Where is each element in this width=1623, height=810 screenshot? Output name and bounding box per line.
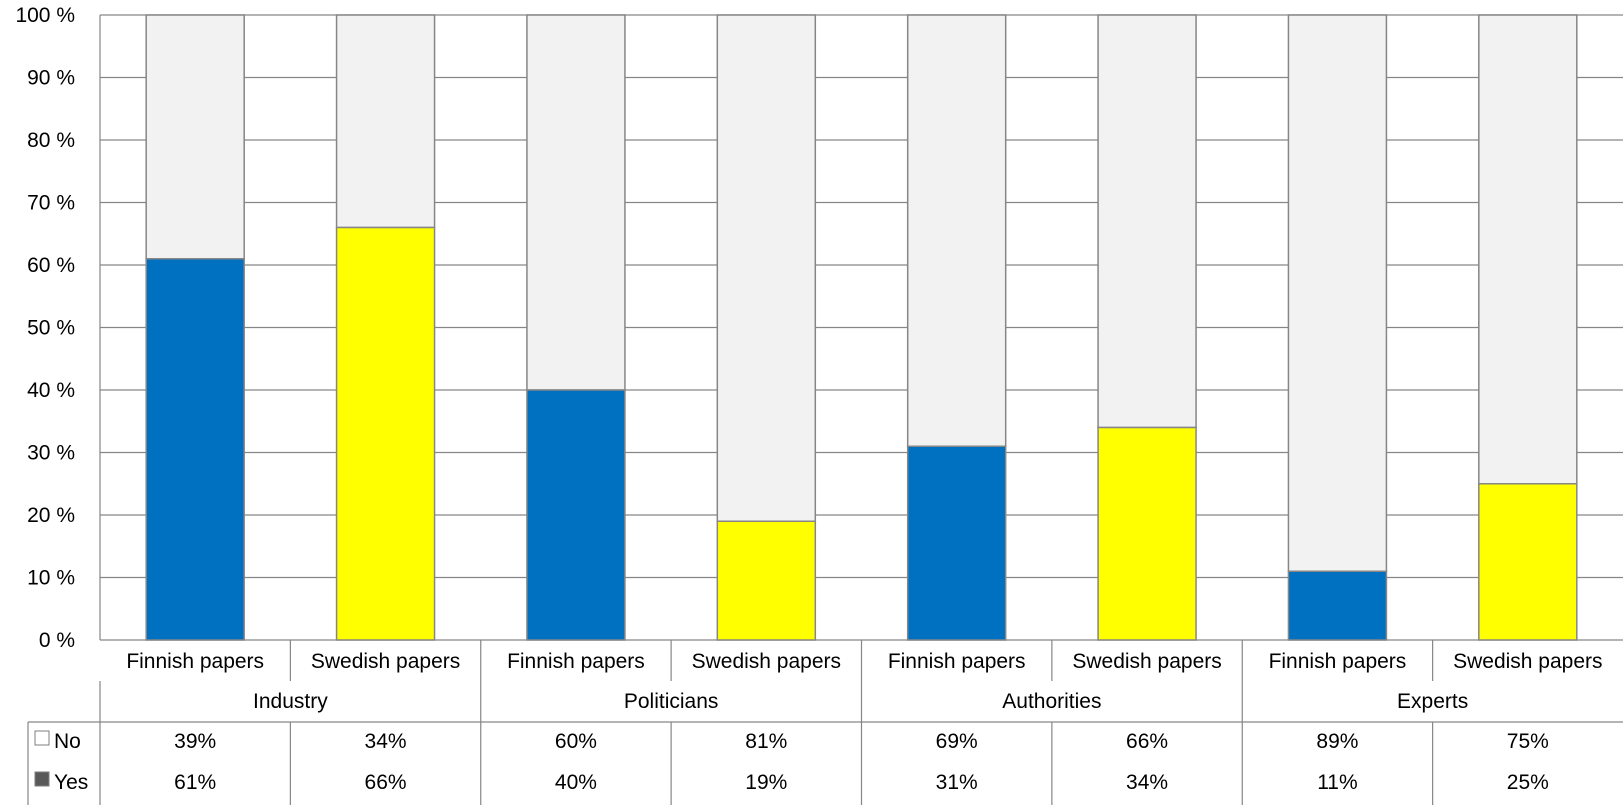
bar-segment-yes [1478,483,1578,641]
bar-segment-no [906,14,1007,447]
legend-key-yes [34,771,50,787]
bar-segment-no [716,14,817,522]
y-tick-label: 20 % [27,504,75,527]
bar-segment-yes [716,520,817,641]
y-tick-label: 60 % [27,254,75,277]
x-category-label: Finnish papers [888,650,1026,673]
bar-segment-no [145,14,245,260]
data-label-no: 39% [174,730,216,753]
data-label-no: 75% [1507,730,1549,753]
data-label-yes: 34% [1126,771,1168,794]
data-label-yes: 61% [174,771,216,794]
x-group-label: Experts [1397,690,1468,713]
data-label-no: 81% [745,730,787,753]
x-category-label: Swedish papers [311,650,460,673]
y-tick-label: 0 % [39,629,75,652]
data-label-no: 60% [555,730,597,753]
data-label-yes: 11% [1317,771,1357,794]
bar-segment-no [1287,14,1388,572]
x-category-label: Swedish papers [692,650,841,673]
bar-segment-no [526,14,626,391]
bar-segment-no [335,14,436,229]
x-category-label: Swedish papers [1072,650,1221,673]
data-label-no: 89% [1316,730,1358,753]
x-group-label: Authorities [1002,690,1101,713]
legend-label-yes: Yes [54,771,88,794]
data-label-yes: 31% [936,771,978,794]
bar-segment-yes [906,445,1007,641]
data-label-no: 34% [365,730,407,753]
data-label-no: 69% [936,730,978,753]
bar-segment-yes [1287,570,1388,641]
data-label-yes: 19% [745,771,787,794]
bar-segment-yes [145,258,245,641]
y-tick-label: 50 % [27,317,75,340]
legend-label-no: No [54,730,81,753]
data-label-yes: 66% [365,771,407,794]
bar-segment-yes [1097,426,1197,641]
data-label-yes: 25% [1507,771,1549,794]
legend-key-no [34,730,50,746]
y-tick-label: 70 % [27,192,75,215]
x-category-label: Finnish papers [126,650,264,673]
y-tick-label: 30 % [27,442,75,465]
y-tick-label: 40 % [27,379,75,402]
data-label-yes: 40% [555,771,597,794]
x-group-label: Politicians [624,690,719,713]
y-tick-label: 90 % [27,67,75,90]
bar-segment-yes [335,226,436,641]
bar-segment-yes [526,389,626,641]
x-group-label: Industry [253,690,328,713]
y-tick-label: 10 % [27,567,75,590]
x-category-label: Finnish papers [507,650,645,673]
y-tick-label: 100 % [15,4,75,27]
bar-segment-no [1097,14,1197,429]
y-tick-label: 80 % [27,129,75,152]
data-label-no: 66% [1126,730,1168,753]
x-category-label: Swedish papers [1453,650,1602,673]
bar-segment-no [1478,14,1578,485]
x-category-label: Finnish papers [1269,650,1407,673]
